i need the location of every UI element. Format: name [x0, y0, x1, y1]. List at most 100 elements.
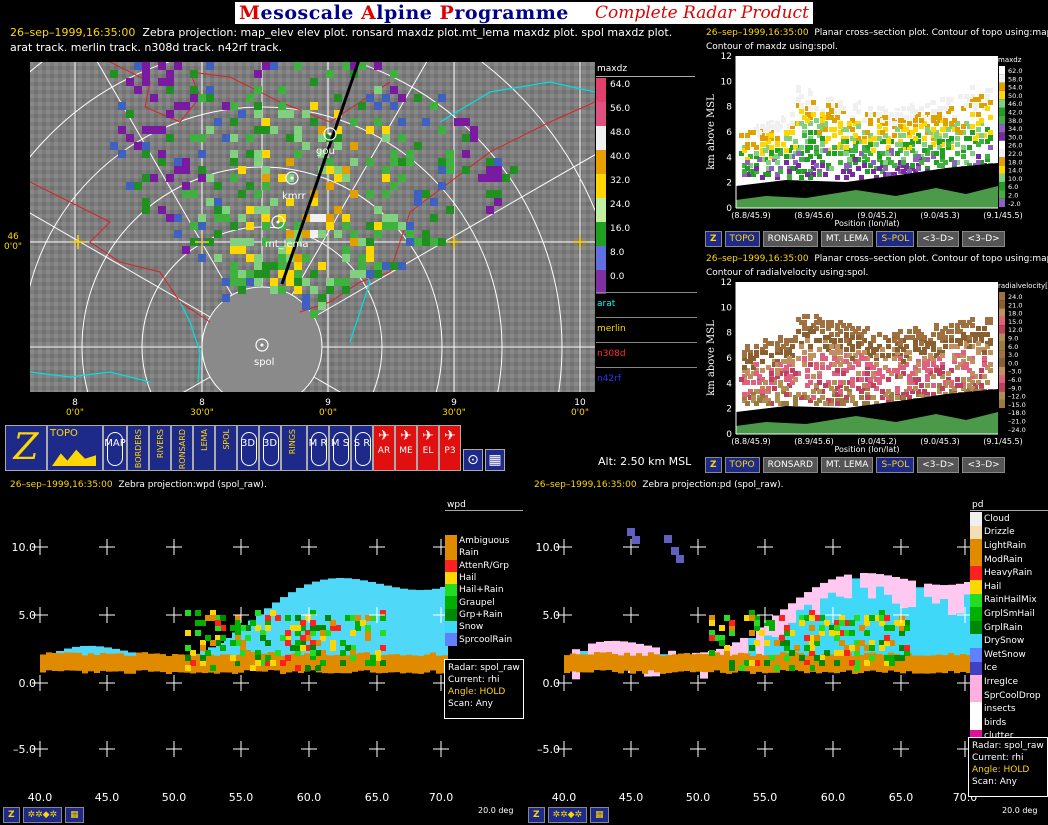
- xsect1-button-4[interactable]: S–POL: [876, 231, 915, 247]
- xsect2-button-3[interactable]: MT. LEMA: [820, 457, 874, 473]
- xsect-colorbar-title: radialvelocity[lo: [998, 282, 1048, 290]
- radar-site-label: spol: [254, 357, 274, 368]
- xsect-cell: [964, 335, 969, 340]
- xsect2-button-2[interactable]: RONSARD: [762, 457, 818, 473]
- xsect-cell: [877, 100, 882, 105]
- xsect-cell: [874, 377, 879, 382]
- xsect2-button-4[interactable]: S–POL: [876, 457, 915, 473]
- rhi-rain-cell: [948, 653, 954, 672]
- radar-echo-cell: [174, 166, 182, 174]
- xsect-cell: [880, 130, 885, 135]
- xsect2-button-5[interactable]: <3–D>: [917, 457, 960, 473]
- radar-site-dot: [290, 176, 294, 180]
- rhi1-tools-button[interactable]: ✲✲◆✲: [22, 807, 63, 823]
- xsect2-button-6[interactable]: <3–D>: [962, 457, 1005, 473]
- rhi-rain-cell: [82, 655, 88, 674]
- xsect-cell: [928, 94, 933, 99]
- xsect-cell: [754, 350, 759, 355]
- xsect2-button-bar: Z TOPO RONSARD MT. LEMA S–POL <3–D> <3–D>: [705, 457, 1005, 473]
- radar-echo-cell: [270, 126, 278, 134]
- 3d-button-2[interactable]: 3D: [259, 425, 281, 471]
- xsect-cell: [976, 341, 981, 346]
- xsect-cell: [760, 151, 765, 156]
- xsect-cell: [829, 344, 834, 349]
- rhi-rain-cell: [94, 655, 100, 674]
- rhi1-zebra-button[interactable]: Z: [3, 807, 20, 823]
- xsect2-button-0[interactable]: Z: [705, 457, 722, 473]
- xsect1-button-0[interactable]: Z: [705, 231, 722, 247]
- borders-button[interactable]: BORDERS: [127, 425, 149, 471]
- rhi-ice-cell: [956, 583, 964, 614]
- m-r-button[interactable]: M R: [307, 425, 329, 471]
- rhi2-zebra-button[interactable]: Z: [528, 807, 545, 823]
- ronsard-button[interactable]: RONSARD: [171, 425, 193, 471]
- xsect-cell: [898, 395, 903, 400]
- rhi1-panel[interactable]: 10.0 5.0 0.0 –5.0 40.0 45.0 50.0 55.0 60.0 65.0 70…: [0, 500, 524, 805]
- topo-button[interactable]: TOPO: [47, 425, 103, 471]
- rivers-button[interactable]: RIVERS: [149, 425, 171, 471]
- p3-button[interactable]: ✈ P3: [439, 425, 461, 471]
- electra-button[interactable]: ✈ EL: [417, 425, 439, 471]
- grid-button[interactable]: ▦: [485, 449, 505, 471]
- xsect1-button-2[interactable]: RONSARD: [762, 231, 818, 247]
- radar-echo-cell: [398, 174, 406, 182]
- xsect-cell: [937, 145, 942, 150]
- rhi2-panel[interactable]: 10.0 5.0 0.0 –5.0 40.0 45.0 50.0 55.0 60.0 65.0 70…: [524, 500, 1048, 805]
- xsect1-button-6[interactable]: <3–D>: [962, 231, 1005, 247]
- xsect1-panel[interactable]: 12 10 8 6 4 2 0 (8.8/45.9) (8.9/45.6) (9.0/45.2)(…: [706, 52, 1048, 228]
- rhi-core-cell: [834, 620, 840, 626]
- xsect-cell: [838, 392, 843, 397]
- xsect1-button-5[interactable]: <3–D>: [917, 231, 960, 247]
- xsect-cell: [835, 115, 840, 120]
- rhi2-grid-button[interactable]: ▦: [590, 807, 609, 823]
- 3d-button-1[interactable]: 3D: [237, 425, 259, 471]
- rhi2-plot[interactable]: 10.05.00.0–5.040.0 45.0 50.0 55.0 60.0 65.0 70…: [524, 500, 1048, 805]
- xsect-cell: [838, 124, 843, 129]
- rhi-core-cell: [200, 655, 206, 661]
- merlin-button[interactable]: ✈ ME: [395, 425, 417, 471]
- xsect1-button-1[interactable]: TOPO: [724, 231, 760, 247]
- xsect-cell: [892, 332, 897, 337]
- map-button[interactable]: MAP: [103, 425, 127, 471]
- xsect-cell: [760, 148, 765, 153]
- button-ring-icon: [311, 432, 327, 466]
- xsect-cell: [970, 344, 975, 349]
- xsect-cell: [823, 338, 828, 343]
- rings-button[interactable]: RINGS: [281, 425, 307, 471]
- xsect2-button-1[interactable]: TOPO: [724, 457, 760, 473]
- rhi-rain-cell: [606, 652, 612, 671]
- radar-echo-cell: [366, 270, 374, 278]
- rhi-rain-cell: [358, 652, 364, 671]
- arat-button[interactable]: ✈ AR: [373, 425, 395, 471]
- rhi2-tools-button[interactable]: ✲✲◆✲: [547, 807, 588, 823]
- xsect-cell: [820, 115, 825, 120]
- rhi1-plot[interactable]: 10.05.00.0–5.040.0 45.0 50.0 55.0 60.0 65.0 70…: [0, 500, 524, 805]
- xsect-cell: [754, 127, 759, 132]
- spol-button[interactable]: SPOL: [215, 425, 237, 471]
- xsect2-panel[interactable]: 12 10 8 6 4 2 0 (8.8/45.9) (8.9/45.6) (9.0/45.2)(…: [706, 278, 1048, 454]
- target-button[interactable]: ⊙: [463, 449, 483, 471]
- lema-button[interactable]: LEMA: [193, 425, 215, 471]
- m-s-button[interactable]: M S: [329, 425, 351, 471]
- xsect-cell: [955, 82, 960, 87]
- map-panel[interactable]: spol kmrr mt_lema gou: [30, 62, 595, 392]
- xsect-cell: [784, 133, 789, 138]
- zebra-logo-button[interactable]: Z: [5, 425, 47, 471]
- xsect1-button-3[interactable]: MT. LEMA: [820, 231, 874, 247]
- rhi2-legend-entry: ModRain: [970, 552, 1048, 567]
- legend-swatch: [445, 571, 457, 585]
- rhi1-grid-button[interactable]: ▦: [65, 807, 84, 823]
- xsect-cell: [895, 151, 900, 156]
- xsect-cell: [937, 332, 942, 337]
- xsect-cell: [961, 332, 966, 337]
- xsect2-header-line1: Planar cross–section plot. Contour of to…: [814, 254, 1048, 264]
- xsect-cell: [868, 395, 873, 400]
- xsect-cell: [874, 175, 879, 180]
- s-r-button[interactable]: S R: [351, 425, 373, 471]
- xsect-x-tick: (8.8/45.9): [731, 437, 770, 446]
- xsect-cell: [787, 175, 792, 180]
- xsect-cell: [937, 106, 942, 111]
